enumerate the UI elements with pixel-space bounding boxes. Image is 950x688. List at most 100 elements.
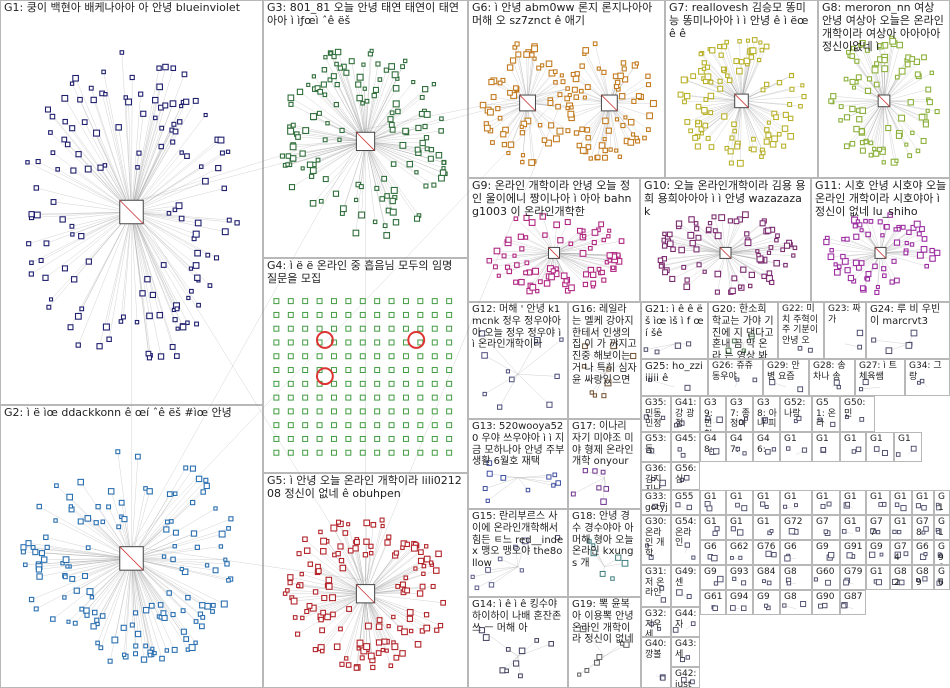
group-network-graph bbox=[657, 211, 798, 295]
group-panel-g38: G38: 아 나 피 bbox=[753, 396, 780, 432]
group-network-graph bbox=[813, 577, 831, 586]
group-panel-g28: G28: 송 차나 송 bbox=[809, 359, 855, 396]
group-network-graph bbox=[919, 552, 928, 560]
group-network-graph bbox=[784, 553, 797, 562]
group-panel-m45: G6 bbox=[934, 565, 950, 590]
group-label: G53: 동 bbox=[645, 434, 670, 455]
group-panel-g39: G39: 민 철 bbox=[700, 396, 726, 432]
group-network-graph bbox=[921, 526, 929, 535]
group-label: G1 bbox=[844, 517, 857, 527]
group-label: G12: 머해 ' 안녕 k1mcnk 정우 정우야아 아 오늘 정우 정우야 … bbox=[472, 304, 565, 351]
group-label: G54: 온라인 bbox=[675, 517, 700, 549]
group-label: G9 bbox=[816, 542, 829, 552]
group-panel-m13: G1 bbox=[890, 490, 912, 515]
group-network-graph bbox=[935, 502, 943, 511]
group-network-graph bbox=[870, 528, 881, 535]
group-label: G1 bbox=[938, 492, 945, 513]
group-panel-m50: G90 bbox=[812, 590, 840, 615]
group-label: G1: 쿵이 백현아 배케나아아 아 안녕 blueinviolet bbox=[4, 1, 241, 14]
group-panel-g46: G46: bbox=[753, 432, 780, 462]
group-panel-g36: G36: 김지 지난 bbox=[641, 462, 671, 490]
group-network-graph bbox=[652, 502, 665, 509]
group-panel-m43: G82 bbox=[890, 565, 912, 590]
group-network-graph bbox=[709, 448, 720, 455]
group-network-graph bbox=[820, 501, 832, 509]
group-panel-g27: G27: ì 트 체육쌤 bbox=[855, 359, 905, 396]
group-network-graph bbox=[786, 446, 808, 455]
group-network-graph bbox=[917, 378, 928, 388]
group-network-graph bbox=[894, 551, 909, 559]
group-label: G9: 온라인 개학이라 안녕 오늘 정인 울이에니 짱이나아 ì 아아 bah… bbox=[472, 179, 632, 218]
group-panel-m7: G1 bbox=[726, 490, 753, 515]
group-label: G3: 801_81 오늘 안녕 태연 태연이 태연아아 ì ìƒœì ˆê ë… bbox=[267, 1, 460, 27]
group-network-graph bbox=[282, 517, 446, 671]
group-network-graph bbox=[935, 527, 943, 535]
group-network-graph bbox=[20, 449, 234, 664]
group-panel-m6: G1 bbox=[700, 490, 726, 515]
group-network-graph bbox=[677, 447, 686, 458]
group-panel-g22: G22: 미치 주혁이 주 기분이 안녕 오 bbox=[778, 302, 824, 359]
group-network-graph bbox=[711, 605, 718, 611]
group-label: G1 bbox=[844, 492, 857, 502]
group-label: G1 bbox=[870, 567, 883, 577]
group-panel-m4: G1 bbox=[866, 432, 894, 462]
group-network-graph bbox=[785, 577, 797, 586]
group-label: G79 bbox=[844, 567, 863, 577]
group-panel-g11: G11: 시호 안녕 시호야 오늘 온라인 개학이라 시호야아 ì 정신이 없네… bbox=[811, 178, 950, 302]
group-panel-m29: G6 bbox=[780, 540, 812, 565]
group-network-graph bbox=[735, 502, 748, 512]
group-network-graph bbox=[273, 298, 453, 456]
group-network-graph bbox=[937, 552, 943, 559]
group-network-graph bbox=[892, 529, 902, 535]
group-network-graph bbox=[843, 577, 854, 586]
group-panel-g16: G16: 레일라 는 멜케 강아지 한테서 인생의 집 이 가 꺄지고 진중 해… bbox=[568, 302, 641, 419]
group-network-graph bbox=[705, 415, 723, 424]
group-label: G27: ì 트 체육쌤 bbox=[859, 361, 900, 382]
group-network-graph bbox=[651, 477, 666, 487]
group-label: G18: 안녕 경수 경수야아 아 머해 형아 오늘 온라인 kxungs 개 bbox=[572, 511, 637, 570]
group-label: G8: meroron_nn 여상 안녕 여상아 오늘은 온라인 개학이라 여상… bbox=[822, 1, 948, 53]
group-network-graph bbox=[675, 502, 692, 511]
group-label: G91 bbox=[844, 542, 863, 552]
group-network-graph bbox=[674, 420, 686, 428]
group-label: G17: 이나리 자기 미야조 미야 형제 온라인 개학 onyour bbox=[572, 421, 637, 468]
group-panel-m30: G9 bbox=[812, 540, 840, 565]
group-panel-g34: G34: 그랑 bbox=[905, 359, 950, 396]
group-label: G60 bbox=[816, 567, 835, 577]
group-panel-g54: G54: 온라인 bbox=[671, 515, 700, 565]
group-panel-g6: G6: ì 안녕 abm0ww 론지 론지나아아 머해 오 sz7znct ê … bbox=[468, 0, 665, 178]
group-panel-m23: G1 bbox=[890, 515, 912, 540]
group-label: G23: 짜가 bbox=[828, 304, 861, 325]
group-label: G90 bbox=[816, 592, 835, 602]
group-label: G4: ì ë ë 온라인 중 흡음님 모두의 임명 질문을 모집 bbox=[267, 259, 456, 285]
group-network-graph bbox=[279, 48, 448, 239]
group-network-graph bbox=[823, 212, 941, 295]
group-panel-m37: G93 bbox=[726, 565, 753, 590]
group-label: G29: 안 병 요즘 bbox=[767, 361, 803, 382]
group-label: G36: 김지 지난 bbox=[645, 464, 667, 489]
group-label: G15: 란리부르스 사이에 온라인개학해서 힘든 ㅌ느 red__index … bbox=[472, 511, 564, 570]
group-network-graph bbox=[486, 213, 625, 295]
group-panel-m1: G1 bbox=[780, 432, 812, 462]
group-panel-g19: G19: 뽁 윤복 아 이용뽁 안녕 온라인 개학이라 정신이 없네 bbox=[568, 597, 641, 688]
group-panel-g25: G25: ho_zziiiiii ê bbox=[641, 359, 708, 396]
group-label: G37: 종 정아 bbox=[730, 398, 753, 430]
group-network-graph bbox=[858, 379, 881, 392]
group-label: G78 bbox=[916, 517, 929, 538]
group-network-graph bbox=[871, 329, 918, 355]
group-label: G33: gotyj bbox=[645, 492, 670, 513]
group-network-graph bbox=[843, 501, 854, 509]
group-label: G50: 민 bbox=[844, 398, 869, 419]
group-network-graph bbox=[873, 579, 882, 586]
group-label: G42: just bbox=[675, 669, 700, 688]
group-panel-m32: G9 bbox=[866, 540, 890, 565]
group-label: G26: 쥬쥬 동우야 bbox=[712, 361, 756, 382]
group-network-graph bbox=[732, 576, 747, 586]
group-panel-m10: G1 bbox=[812, 490, 840, 515]
group-panel-m21: G1 bbox=[840, 515, 866, 540]
group-panel-g41: G41: 강 광 정 bbox=[671, 396, 700, 432]
group-label: G9 bbox=[704, 567, 717, 577]
group-panel-m2: G1 bbox=[812, 432, 840, 462]
group-panel-m39: G8 bbox=[780, 565, 812, 590]
group-network-graph bbox=[892, 578, 905, 586]
